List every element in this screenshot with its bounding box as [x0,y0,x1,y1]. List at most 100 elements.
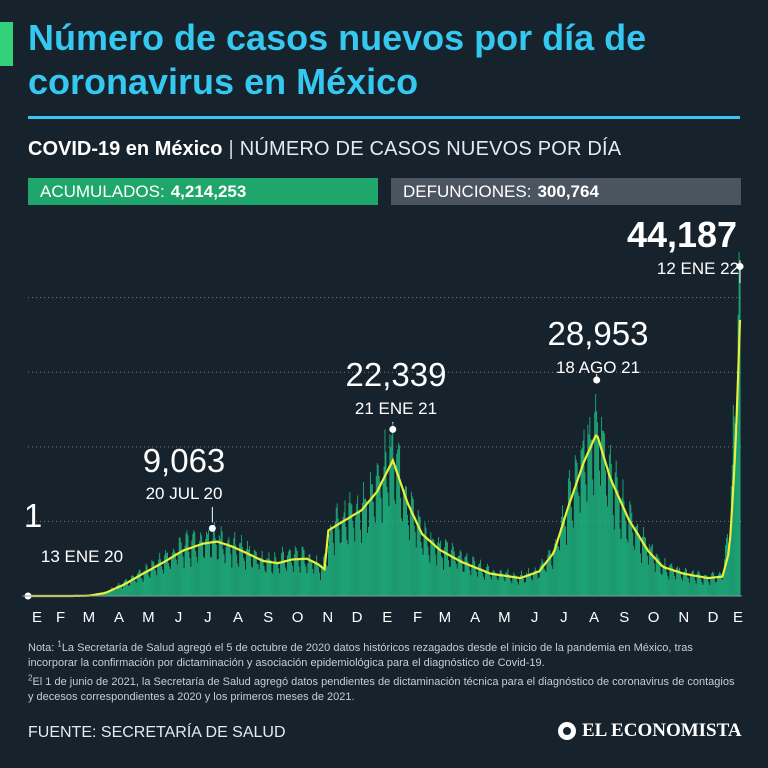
daily-case-bar [566,544,567,596]
daily-case-bar [688,582,690,596]
daily-case-bar [601,416,602,596]
daily-case-bar [102,592,104,596]
daily-case-bar [673,569,675,596]
daily-case-bar [360,529,362,596]
daily-case-bar [686,577,688,596]
daily-case-bar [362,502,363,596]
daily-case-bar [529,573,531,596]
daily-case-bar [436,565,438,596]
daily-case-bar [470,575,472,596]
daily-case-bar [336,503,338,596]
daily-case-bar [449,566,451,596]
daily-cases-chart: 1 13 ENE 20 9,063 20 JUL 20 22,339 21 ENE 21 2… [22,214,744,626]
daily-case-bar [684,571,685,596]
daily-case-bar [170,556,172,596]
x-tick-label: A [470,609,480,626]
daily-case-bar [725,544,726,596]
daily-case-bar [201,535,203,596]
daily-case-bar [604,433,605,596]
daily-case-bar [699,574,701,596]
daily-case-bar [124,581,125,596]
daily-case-bar [703,575,705,596]
daily-case-bar [175,559,177,596]
daily-case-bar [321,564,323,596]
daily-case-bar [610,463,612,596]
daily-case-bar [655,553,657,596]
daily-case-bar [476,571,478,596]
daily-case-bar [270,560,272,596]
daily-case-bar [200,532,202,596]
average-line-layer [28,319,742,598]
daily-case-bar [101,594,103,596]
daily-case-bar [481,568,482,596]
daily-case-bar [737,314,739,596]
daily-case-bar [448,566,450,596]
daily-case-bar [281,552,283,596]
daily-case-bar [600,485,601,596]
daily-case-bar [363,481,364,596]
daily-case-bar [369,471,371,596]
daily-case-bar [400,497,402,596]
daily-case-bar [716,581,718,596]
daily-case-bar [313,573,315,596]
daily-case-bar [652,555,654,596]
annotation-date-label: 21 ENE 21 [355,399,437,418]
daily-case-bar [413,525,415,596]
daily-case-bar [156,575,158,596]
daily-case-bar [112,588,114,596]
daily-case-bar [165,550,166,596]
daily-case-bar [727,543,729,596]
daily-case-bar [330,526,332,596]
daily-case-bar [504,581,506,596]
daily-case-bar [435,554,437,596]
daily-case-bar [341,520,343,596]
daily-case-bar [345,527,347,596]
daily-case-bar [266,557,268,596]
daily-case-bar [220,526,222,596]
daily-case-bar [503,578,505,596]
daily-case-bar [269,559,271,596]
daily-case-bar [228,537,230,596]
daily-case-bar [614,472,616,596]
annotation-date-label: 18 AGO 21 [556,358,640,377]
daily-case-bar [279,573,281,596]
daily-case-bar [372,502,374,596]
daily-case-bar [219,538,221,596]
daily-case-bar [674,575,676,596]
daily-case-bar [662,565,664,596]
daily-case-bar [516,576,518,596]
daily-case-bar [478,564,480,596]
daily-case-bar [324,553,325,596]
daily-case-bar [506,573,508,596]
daily-case-bar [640,553,641,596]
daily-case-bar [626,539,628,596]
daily-case-bar [267,558,269,596]
daily-case-bar [433,539,435,596]
daily-case-bar [184,545,186,596]
daily-case-bar [559,550,561,596]
daily-case-bar [471,567,473,596]
daily-case-bar [419,517,421,596]
daily-case-bar [501,573,503,596]
daily-case-bar [620,538,622,596]
daily-case-bar [522,575,523,596]
daily-case-bar [668,579,670,596]
daily-case-bar [527,568,529,596]
daily-case-bar [130,576,132,596]
daily-case-bar [182,556,184,596]
daily-case-bar [388,506,390,596]
daily-case-bar [675,579,677,596]
daily-case-bar [465,556,467,596]
daily-case-bar [223,554,225,596]
daily-case-bar [288,549,290,596]
daily-case-bar [692,570,694,596]
daily-case-bar [245,569,246,596]
daily-case-bar [615,460,617,596]
daily-case-bar [514,574,516,596]
daily-case-bar [338,529,340,596]
daily-case-bar [197,562,199,596]
daily-case-bar [731,464,733,596]
daily-case-bar [365,498,366,596]
daily-case-bar [648,544,650,596]
daily-case-bar [507,568,509,596]
